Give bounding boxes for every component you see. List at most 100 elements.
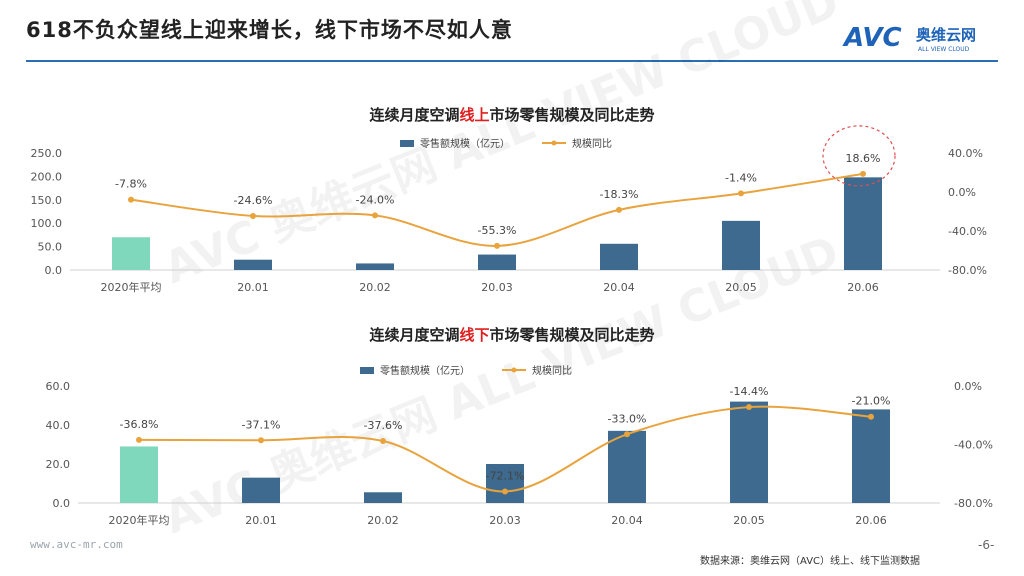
logo-text: AVC <box>842 23 902 53</box>
x-axis-tick: 20.05 <box>725 281 757 294</box>
yoy-point <box>258 437 264 444</box>
chart-title: 连续月度空调线下市场零售规模及同比走势 <box>369 326 654 344</box>
legend-label-bar: 零售额规模（亿元） <box>420 137 510 150</box>
yoy-label: -24.0% <box>356 193 395 206</box>
legend-swatch-bar <box>360 367 374 374</box>
left-axis-tick: 60.0 <box>46 380 71 393</box>
bar <box>852 409 890 503</box>
x-axis-tick: 20.02 <box>367 514 399 527</box>
right-axis-tick: -80.0% <box>954 497 993 510</box>
x-axis-tick: 20.01 <box>245 514 277 527</box>
right-axis-tick: -40.0% <box>948 225 987 238</box>
x-axis-tick: 2020年平均 <box>101 280 162 294</box>
yoy-point <box>502 488 508 495</box>
legend-label-line: 规模同比 <box>572 137 612 150</box>
yoy-label: -36.8% <box>120 418 159 431</box>
left-axis-tick: 250.0 <box>31 147 63 160</box>
yoy-label: -7.8% <box>115 178 147 191</box>
legend-swatch-bar <box>400 140 414 147</box>
yoy-label: -72.1% <box>486 469 525 482</box>
yoy-point <box>128 196 134 203</box>
right-axis-tick: -80.0% <box>948 264 987 277</box>
yoy-label: -37.1% <box>242 418 281 431</box>
x-axis-tick: 20.02 <box>359 281 391 294</box>
left-axis-tick: 200.0 <box>31 170 63 183</box>
yoy-point <box>250 212 256 219</box>
bar <box>478 254 516 270</box>
left-axis-tick: 100.0 <box>31 217 63 230</box>
left-axis-tick: 0.0 <box>45 264 63 277</box>
yoy-label: -24.6% <box>234 194 273 207</box>
right-axis-tick: 40.0% <box>948 147 983 160</box>
legend-label-line: 规模同比 <box>532 364 572 377</box>
chart-title-part: 线上 <box>459 106 489 124</box>
yoy-label: -18.3% <box>600 188 639 201</box>
x-axis-tick: 20.01 <box>237 281 269 294</box>
chart-title-part: 市场零售规模及同比走势 <box>490 106 655 124</box>
yoy-point <box>136 436 142 443</box>
yoy-point <box>494 242 500 249</box>
yoy-point <box>616 206 622 213</box>
yoy-label: -37.6% <box>364 419 403 432</box>
yoy-point <box>380 437 386 444</box>
left-axis-tick: 0.0 <box>53 497 71 510</box>
bar <box>486 464 524 503</box>
title-divider <box>26 60 998 62</box>
yoy-point <box>624 431 630 438</box>
left-axis-tick: 20.0 <box>46 458 71 471</box>
logo-cn: 奥维云网 <box>916 26 976 44</box>
right-axis-tick: -40.0% <box>954 439 993 452</box>
page-title: 618不负众望线上迎来增长，线下市场不尽如人意 <box>26 18 513 42</box>
site-url[interactable]: www.avc-mr.com <box>30 538 123 551</box>
bar <box>120 446 158 503</box>
bar <box>112 237 150 270</box>
bar <box>242 477 280 503</box>
yoy-label: -14.4% <box>730 385 769 398</box>
yoy-point <box>860 170 866 177</box>
right-axis-tick: 0.0% <box>954 380 982 393</box>
x-axis-tick: 20.06 <box>855 514 887 527</box>
yoy-label: 18.6% <box>846 152 881 165</box>
x-axis-tick: 20.06 <box>847 281 879 294</box>
yoy-label: -21.0% <box>852 395 891 408</box>
bar <box>730 401 768 503</box>
yoy-point <box>738 190 744 197</box>
data-source: 数据来源：奥维云网（AVC）线上、线下监测数据 <box>700 556 921 567</box>
chart-title: 连续月度空调线上市场零售规模及同比走势 <box>369 106 654 124</box>
left-axis-tick: 150.0 <box>31 194 63 207</box>
legend-label-bar: 零售额规模（亿元） <box>380 364 470 377</box>
right-axis-tick: 0.0% <box>948 186 976 199</box>
x-axis-tick: 2020年平均 <box>109 513 170 527</box>
chart-title-part: 连续月度空调 <box>369 106 459 124</box>
yoy-point <box>868 413 874 420</box>
bar <box>600 243 638 270</box>
bar <box>234 259 272 270</box>
x-axis-tick: 20.04 <box>603 281 635 294</box>
bar <box>844 177 882 270</box>
x-axis-tick: 20.05 <box>733 514 765 527</box>
chart-title-part: 线下 <box>459 326 489 344</box>
left-axis-tick: 40.0 <box>46 419 71 432</box>
left-axis-tick: 50.0 <box>38 241 63 254</box>
yoy-label: -55.3% <box>478 224 517 237</box>
yoy-point <box>746 404 752 411</box>
yoy-point <box>372 212 378 219</box>
logo-sub: ALL VIEW CLOUD <box>918 46 970 53</box>
bar <box>364 492 402 503</box>
bar <box>722 220 760 270</box>
x-axis-tick: 20.03 <box>489 514 521 527</box>
legend-swatch-line-dot <box>511 367 517 373</box>
chart-title-part: 市场零售规模及同比走势 <box>490 326 655 344</box>
avc-logo: AVC 奥维云网 ALL VIEW CLOUD <box>842 23 976 53</box>
page-number: -6- <box>978 538 995 552</box>
yoy-label: -33.0% <box>608 412 647 425</box>
bar <box>608 430 646 503</box>
legend-swatch-line-dot <box>551 140 557 146</box>
x-axis-tick: 20.03 <box>481 281 513 294</box>
yoy-label: -1.4% <box>725 171 757 184</box>
x-axis-tick: 20.04 <box>611 514 643 527</box>
bar <box>356 263 394 270</box>
